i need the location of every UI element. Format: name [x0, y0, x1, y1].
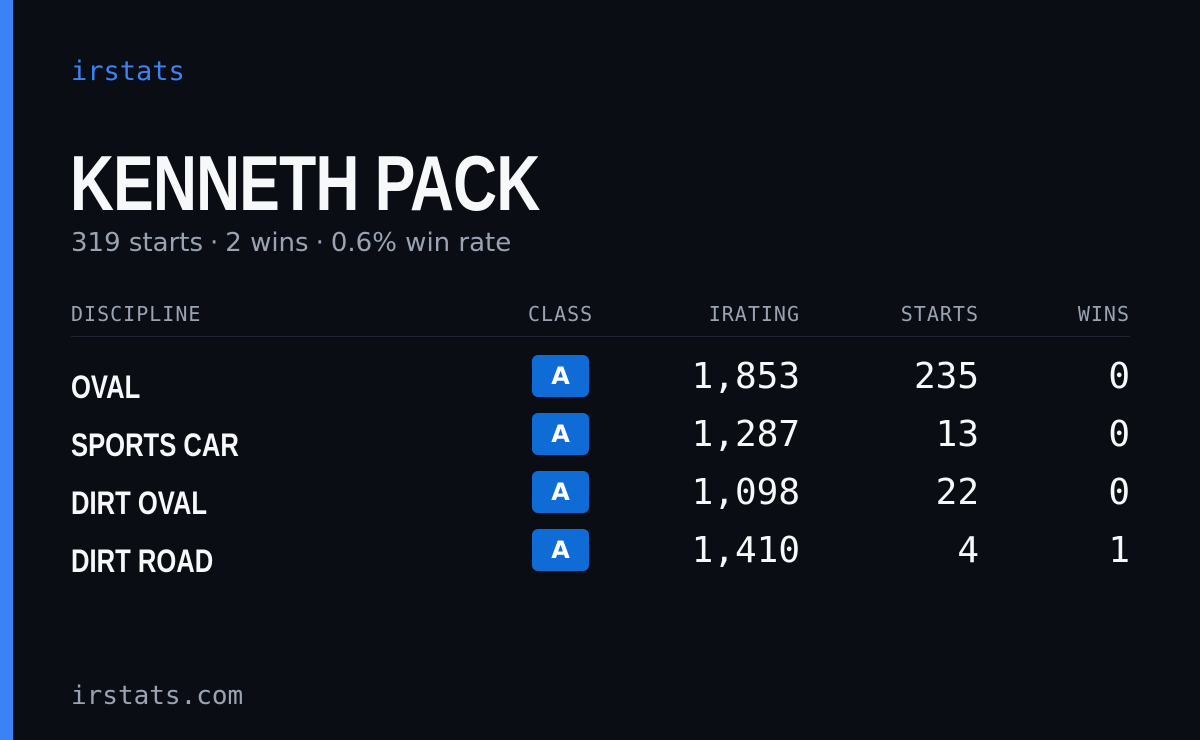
header-starts: STARTS	[900, 302, 979, 326]
brand-logo-text: irstats	[71, 56, 185, 87]
discipline-name: DIRT ROAD	[71, 543, 214, 579]
footer-site-link[interactable]: irstats.com	[71, 681, 244, 711]
table-header: DISCIPLINE CLASS IRATING STARTS WINS	[71, 296, 1130, 337]
starts-value: 22	[935, 472, 979, 513]
header-class: CLASS	[528, 302, 594, 326]
accent-bar	[0, 0, 13, 740]
summary-separator: ·	[210, 228, 219, 258]
header-wins: WINS	[1077, 302, 1130, 326]
wins-value: 0	[1108, 472, 1130, 513]
discipline-name: SPORTS CAR	[71, 427, 239, 463]
class-badge: A	[532, 355, 589, 397]
starts-value: 235	[913, 356, 979, 397]
header-discipline: DISCIPLINE	[71, 302, 202, 326]
driver-summary: 319 starts · 2 wins · 0.6% win rate	[71, 228, 511, 258]
irating-value: 1,098	[691, 472, 800, 513]
class-badge: A	[532, 471, 589, 513]
starts-value: 4	[957, 530, 979, 571]
wins-value: 0	[1108, 414, 1130, 455]
discipline-name: DIRT OVAL	[71, 485, 208, 521]
irating-value: 1,853	[691, 356, 800, 397]
wins-value: 1	[1108, 530, 1130, 571]
discipline-name: OVAL	[71, 369, 141, 405]
table-row: DIRT ROAD A 1,410 4 1	[71, 527, 1130, 585]
class-badge: A	[532, 413, 589, 455]
class-badge: A	[532, 529, 589, 571]
summary-wins: 2 wins	[225, 228, 309, 258]
wins-value: 0	[1108, 356, 1130, 397]
starts-value: 13	[935, 414, 979, 455]
table-row: DIRT OVAL A 1,098 22 0	[71, 469, 1130, 527]
table-row: SPORTS CAR A 1,287 13 0	[71, 411, 1130, 469]
header-irating: IRATING	[708, 302, 800, 326]
summary-starts: 319 starts	[71, 228, 203, 258]
table-row: OVAL A 1,853 235 0	[71, 353, 1130, 411]
irating-value: 1,287	[691, 414, 800, 455]
irating-value: 1,410	[691, 530, 800, 571]
summary-win-rate: 0.6% win rate	[330, 228, 512, 258]
driver-name: KENNETH PACK	[70, 139, 540, 227]
stats-table: DISCIPLINE CLASS IRATING STARTS WINS OVA…	[71, 296, 1130, 585]
summary-separator: ·	[315, 228, 324, 258]
table-body: OVAL A 1,853 235 0 SPORTS CAR A 1,287 13…	[71, 337, 1130, 585]
